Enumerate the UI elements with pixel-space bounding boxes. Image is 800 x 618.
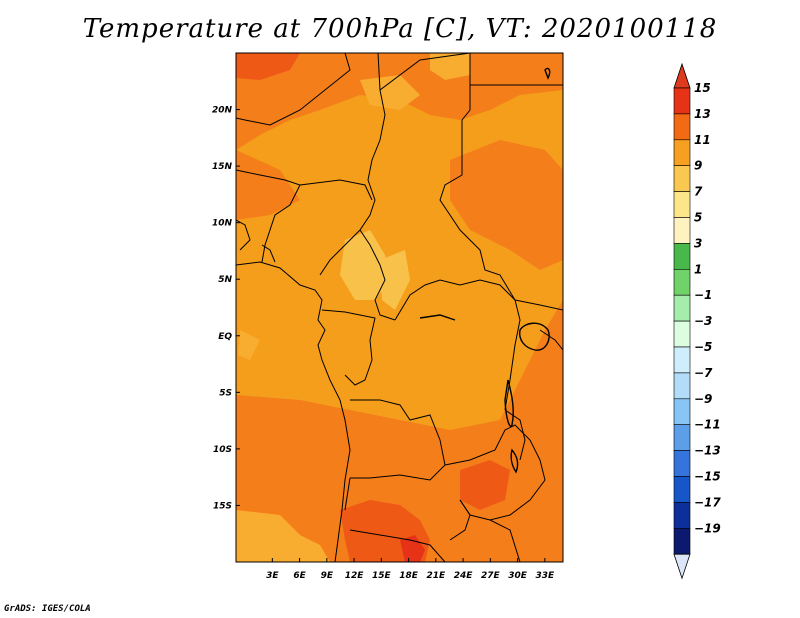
colorbar-swatch [673, 424, 691, 451]
x-tick-label: 18E [399, 571, 419, 581]
field-west-warm [236, 150, 300, 220]
colorbar-label: −19 [694, 521, 721, 535]
map-frame [235, 52, 564, 563]
colorbar-label: 11 [694, 133, 711, 147]
colorbar-label: −13 [694, 444, 721, 458]
colorbar-label: 13 [694, 107, 711, 121]
colorbar-bottom-arrow [673, 553, 691, 580]
field-cool-north [430, 53, 470, 80]
colorbar-swatch [673, 217, 691, 244]
country-borders [236, 53, 563, 562]
colorbar-swatch [673, 294, 691, 322]
field-cool-central [340, 230, 390, 300]
field-cool-north2 [360, 75, 420, 110]
lakes [419, 67, 551, 474]
x-tick-label: 33E [535, 571, 555, 581]
colorbar-swatch [673, 87, 691, 115]
colorbar-swatch [673, 450, 691, 477]
field-cool-southwest [236, 510, 330, 562]
colorbar-swatch [673, 243, 691, 270]
y-tick-label: 20N [212, 106, 233, 116]
colorbar-label: −1 [694, 288, 712, 302]
colorbar-swatch [673, 527, 691, 555]
colorbar-swatch [673, 372, 691, 400]
colorbar-label: −11 [694, 418, 721, 432]
x-tick-label: 12E [345, 571, 365, 581]
field-hot-southeast [460, 460, 510, 510]
y-tick-label: 10N [212, 219, 233, 229]
y-tick-label: 15N [212, 162, 233, 172]
y-tick-label: 5N [218, 275, 232, 285]
x-tick-label: 15E [372, 571, 392, 581]
colorbar-label: 15 [694, 81, 711, 95]
field-northeast-warm [450, 140, 563, 270]
x-tick-label: 27E [481, 571, 501, 581]
colorbar-swatch [673, 268, 691, 296]
x-tick-label: 6E [293, 571, 306, 581]
colorbar-swatch [673, 346, 691, 374]
colorbar-swatch [673, 398, 691, 425]
colorbar-label: −3 [694, 314, 712, 328]
colorbar-swatch [673, 191, 691, 218]
colorbar-label: 1 [694, 262, 702, 276]
grads-credit: GrADS: IGES/COLA [4, 604, 91, 614]
y-tick-label: 5S [219, 388, 232, 398]
colorbar-label: 5 [694, 211, 702, 225]
colorbar-swatch [673, 165, 691, 192]
x-tick-label: 9E [321, 571, 334, 581]
x-tick-label: 3E [266, 571, 279, 581]
y-tick-label: EQ [218, 332, 232, 342]
colorbar-swatch [673, 476, 691, 503]
colorbar-label: −17 [694, 495, 721, 509]
x-tick-label: 24E [454, 571, 474, 581]
colorbar-swatch [673, 320, 691, 348]
colorbar-swatch [673, 113, 691, 141]
temperature-field [236, 53, 563, 562]
field-cool-coast [238, 330, 260, 360]
y-tick-label: 15S [213, 501, 232, 511]
colorbar-label: 9 [694, 159, 702, 173]
y-tick-label: 10S [213, 445, 232, 455]
colorbar-label: 7 [694, 185, 703, 199]
field-north-warm [236, 53, 563, 150]
colorbar-label: 3 [694, 236, 702, 250]
colorbar: 15 13 11 9 7 5 3 1 −1 −3 −5 −7 −9 −11 −13 −15 −17 −19 [673, 62, 721, 580]
colorbar-top-arrow [673, 62, 691, 89]
colorbar-swatch [673, 139, 691, 167]
map-title: Temperature at 700hPa [C], VT: 202010011… [82, 14, 718, 44]
colorbar-label: −7 [694, 366, 713, 380]
colorbar-label: −9 [694, 392, 712, 406]
field-cool-central2 [380, 250, 410, 310]
y-axis: 20N 15N 10N 5N EQ 5S 10S 15S [212, 106, 240, 511]
colorbar-label: −5 [694, 340, 712, 354]
colorbar-swatch [673, 502, 691, 529]
colorbar-label: −15 [694, 470, 721, 484]
x-tick-label: 30E [508, 571, 528, 581]
field-hot-nw [236, 53, 300, 80]
x-tick-label: 21E [426, 571, 446, 581]
x-axis: 3E 6E 9E 12E 15E 18E 21E 24E 27E 30E 33E [266, 558, 555, 581]
